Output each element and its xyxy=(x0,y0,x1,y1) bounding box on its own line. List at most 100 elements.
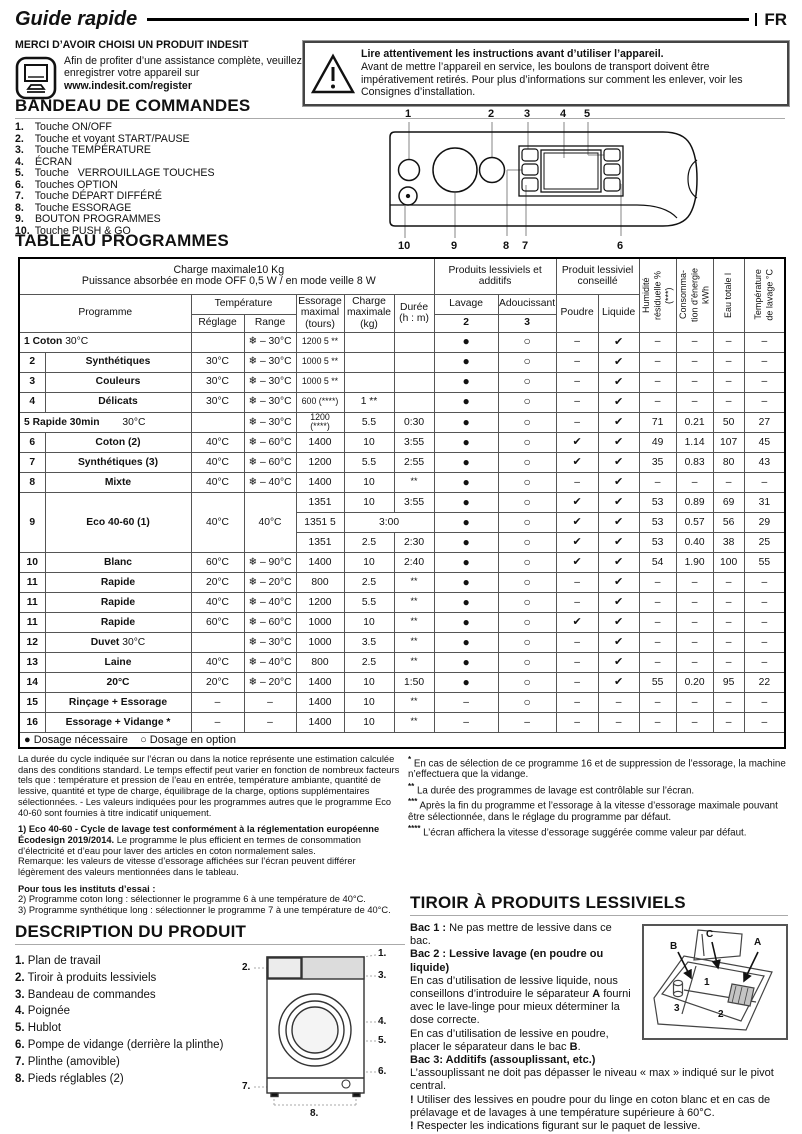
list-item-label: Tiroir à produits lessiviels xyxy=(24,971,157,984)
table-cell: Synthétiques xyxy=(44,351,192,373)
fig-label-5: 5. xyxy=(378,1035,387,1046)
paragraph: ** La durée des programmes de lavage est… xyxy=(408,781,788,796)
table-cell xyxy=(343,351,395,373)
table-cell: 10 xyxy=(343,431,395,453)
table-row: 11 Rapide 40°C ❄ – 40°C 1200 5.5 ** ● ○ – ✔ – – – – xyxy=(18,591,786,613)
table-cell: 5.5 xyxy=(343,591,395,613)
table-cell: 40°C xyxy=(190,471,245,493)
table-cell: Rapide xyxy=(44,611,192,633)
table-cell xyxy=(343,331,395,353)
table-cell: 60°C xyxy=(190,551,245,573)
paragraph: La durée du cycle indiquée sur l’écran o… xyxy=(18,754,404,818)
table-cell: 5 Rapide 30min 30°C xyxy=(18,411,192,433)
table-cell: 1 Coton 30°C xyxy=(18,331,192,353)
text-run: Remarque: les valeurs de vitesse d’essor… xyxy=(18,856,356,878)
text-run: 2) Programme coton long : sélectionner l… xyxy=(18,894,366,905)
table-cell: Blanc xyxy=(44,551,192,573)
panel-label-1: 1 xyxy=(405,108,412,120)
table-cell: 30°C xyxy=(190,391,245,413)
table-cell: – xyxy=(712,471,745,493)
list-item: 3. Bandeau de commandes xyxy=(15,987,250,1004)
table-cell: ● xyxy=(433,351,499,373)
table-cell: ** xyxy=(393,591,435,613)
table-cell: ✔ xyxy=(555,491,599,513)
drawer-label-A: A xyxy=(754,937,762,948)
table-cell: ● xyxy=(433,511,499,533)
table-cell: ○ xyxy=(497,551,557,573)
text-run: Bac 3: Additifs (assouplissant, etc.) xyxy=(410,1054,596,1067)
text-run: ** xyxy=(408,781,415,791)
list-item-label: Touches OPTION xyxy=(32,178,118,191)
table-cell: 43 xyxy=(743,451,786,473)
list-item: 3. Touche TEMPÉRATURE xyxy=(15,144,375,157)
table-cell: 20°C xyxy=(190,671,245,693)
table-cell: – xyxy=(190,711,245,733)
list-item: 6. Touches OPTION xyxy=(15,178,375,192)
list-item-label: Bandeau de commandes xyxy=(24,988,156,1001)
table-cell: ○ xyxy=(497,451,557,473)
table-cell: 2.5 xyxy=(343,651,395,673)
table-cell: – xyxy=(555,411,599,433)
table-cell: – xyxy=(743,631,786,653)
table-cell: – xyxy=(712,711,745,733)
list-item-label: Touche TEMPÉRATURE xyxy=(32,144,151,156)
list-item-number: 5. xyxy=(15,1022,25,1035)
table-cell: 1:50 xyxy=(393,671,435,693)
table-cell: ❄ – 30°C xyxy=(243,371,297,393)
table-cell: 40°C xyxy=(190,431,245,453)
table-cell: ❄ – 40°C xyxy=(243,591,297,613)
register-url: www.indesit.com/register xyxy=(64,79,192,92)
table-cell: ** xyxy=(393,691,435,713)
table-row: 11 Rapide 20°C ❄ – 20°C 800 2.5 ** ● ○ – ✔ – – – – xyxy=(18,571,786,593)
paragraph: Remarque: les valeurs de vitesse d’essor… xyxy=(18,856,404,877)
table-cell: ○ xyxy=(497,691,557,713)
table-cell: 0:30 xyxy=(393,411,435,433)
table-row: ● Dosage nécessaire ○ Dosage en option xyxy=(18,731,786,749)
paragraph: **** L’écran affichera la vitesse d’esso… xyxy=(408,823,788,838)
table-cell: 40°C xyxy=(190,591,245,613)
table-cell: 1000 5 ** xyxy=(295,351,345,373)
language-badge: FR xyxy=(764,9,787,29)
table-row: 2 Synthétiques 30°C ❄ – 30°C 1000 5 ** ● ○ – ✔ – –… xyxy=(18,351,786,373)
text-run: 1) Eco 40-60 - Cycle de lavage test conf… xyxy=(18,824,380,845)
table-cell: 2.5 xyxy=(343,531,395,553)
paragraph: Bac 1 : Ne pas mettre de lessive dans ce… xyxy=(410,922,788,948)
table-cell: ** xyxy=(393,711,435,733)
table-cell: ○ xyxy=(497,671,557,693)
text-run: ! xyxy=(410,1120,417,1133)
list-item-label: Touche DÉPART DIFFÉRÉ xyxy=(32,190,162,202)
section-tableau: TABLEAU PROGRAMMES xyxy=(15,231,229,251)
table-cell: 100 xyxy=(712,551,745,573)
table-cell: ✔ xyxy=(597,331,640,353)
table-cell: – xyxy=(190,691,245,713)
table-row: 3 Couleurs 30°C ❄ – 30°C 1000 5 ** ● ○ – ✔ – – – – xyxy=(18,371,786,393)
table-cell: 15 xyxy=(18,691,46,713)
table-cell: – xyxy=(555,571,599,593)
description-rule xyxy=(15,944,405,945)
table-cell: ● xyxy=(433,631,499,653)
table-cell: 53 xyxy=(638,491,677,513)
list-item-number: 10. xyxy=(15,224,30,237)
table-cell: Essorage maximal (tours) xyxy=(295,293,345,333)
table-row: 12 Duvet 30°C ❄ – 30°C 1000 3.5 ** ● ○ – ✔ – – – – xyxy=(18,631,786,653)
table-cell: 25 xyxy=(743,531,786,553)
table-cell: ❄ – 30°C xyxy=(243,631,297,653)
table-cell: 69 xyxy=(712,491,745,513)
paragraph: 3) Programme synthétique long : sélectio… xyxy=(18,905,404,916)
table-cell: ** xyxy=(393,631,435,653)
table-cell: 1000 xyxy=(295,631,345,653)
table-cell: 55 xyxy=(638,671,677,693)
table-row: Charge maximale10 Kg Puissance absorbée e… xyxy=(18,257,786,333)
table-cell: ● xyxy=(433,411,499,433)
table-cell: ● Dosage nécessaire ○ Dosage en option xyxy=(18,731,786,749)
table-cell: ● xyxy=(433,471,499,493)
table-cell: ✔ xyxy=(597,631,640,653)
table-cell: – xyxy=(712,331,745,353)
text-run: La durée des programmes de lavage est co… xyxy=(414,784,695,796)
list-item: 8. Pieds réglables (2) xyxy=(15,1071,250,1088)
page-title: Guide rapide xyxy=(15,8,138,30)
table-cell: 31 xyxy=(743,491,786,513)
panel-label-10: 10 xyxy=(398,240,411,252)
table-cell: 30°C xyxy=(190,371,245,393)
